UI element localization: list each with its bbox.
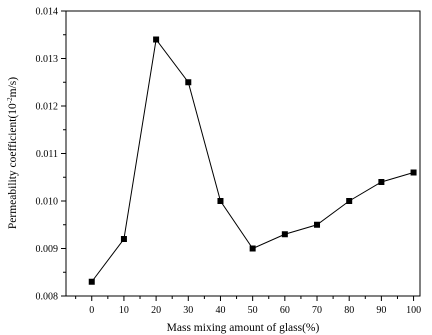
x-axis-title: Mass mixing amount of glass(%) xyxy=(167,322,320,334)
data-point-marker xyxy=(410,169,417,176)
data-point-marker xyxy=(185,79,192,86)
y-tick-labels: 0.008 0.009 0.010 0.011 0.012 0.013 0.014 xyxy=(36,7,59,303)
x-tick-label: 40 xyxy=(215,305,225,316)
y-axis-title-exponent: -2 xyxy=(6,97,14,103)
data-point-marker xyxy=(249,245,256,252)
y-axis-title-suffix: m/s) xyxy=(7,77,19,98)
data-point-marker xyxy=(217,198,224,204)
x-tick-label: 60 xyxy=(280,305,290,316)
y-tick-label: 0.010 xyxy=(36,197,59,208)
x-tick-label: 10 xyxy=(119,305,129,316)
data-point-marker xyxy=(120,236,127,242)
data-point-marker xyxy=(281,231,288,238)
data-point-marker xyxy=(88,278,95,285)
x-tick-label: 70 xyxy=(312,305,322,316)
data-point-marker xyxy=(153,36,160,43)
x-tick-label: 90 xyxy=(376,305,386,316)
x-tick-label: 100 xyxy=(406,305,421,316)
x-tick-labels: 0 10 20 30 40 50 60 70 80 90 100 xyxy=(89,305,421,316)
data-series xyxy=(88,36,417,285)
y-tick-label: 0.012 xyxy=(36,102,59,113)
data-point-marker xyxy=(314,221,321,228)
x-tick-label: 50 xyxy=(248,305,258,316)
y-tick-label: 0.014 xyxy=(36,7,59,18)
y-axis-title: Permeability coefficient(10-2m/s) xyxy=(6,77,19,229)
x-tick-label: 0 xyxy=(89,305,94,316)
series-line xyxy=(91,38,414,283)
y-tick-label: 0.013 xyxy=(36,54,59,65)
tick-marks xyxy=(61,10,415,301)
data-point-marker xyxy=(378,179,385,185)
y-tick-label: 0.011 xyxy=(36,149,58,160)
y-axis-title-prefix: Permeability coefficient(10 xyxy=(7,103,19,229)
x-tick-label: 30 xyxy=(183,305,193,316)
x-tick-label: 80 xyxy=(344,305,354,316)
data-point-marker xyxy=(346,198,353,204)
y-tick-label: 0.009 xyxy=(36,244,59,255)
x-tick-label: 20 xyxy=(151,305,161,316)
y-tick-label: 0.008 xyxy=(36,292,59,303)
plot-frame xyxy=(65,10,421,297)
